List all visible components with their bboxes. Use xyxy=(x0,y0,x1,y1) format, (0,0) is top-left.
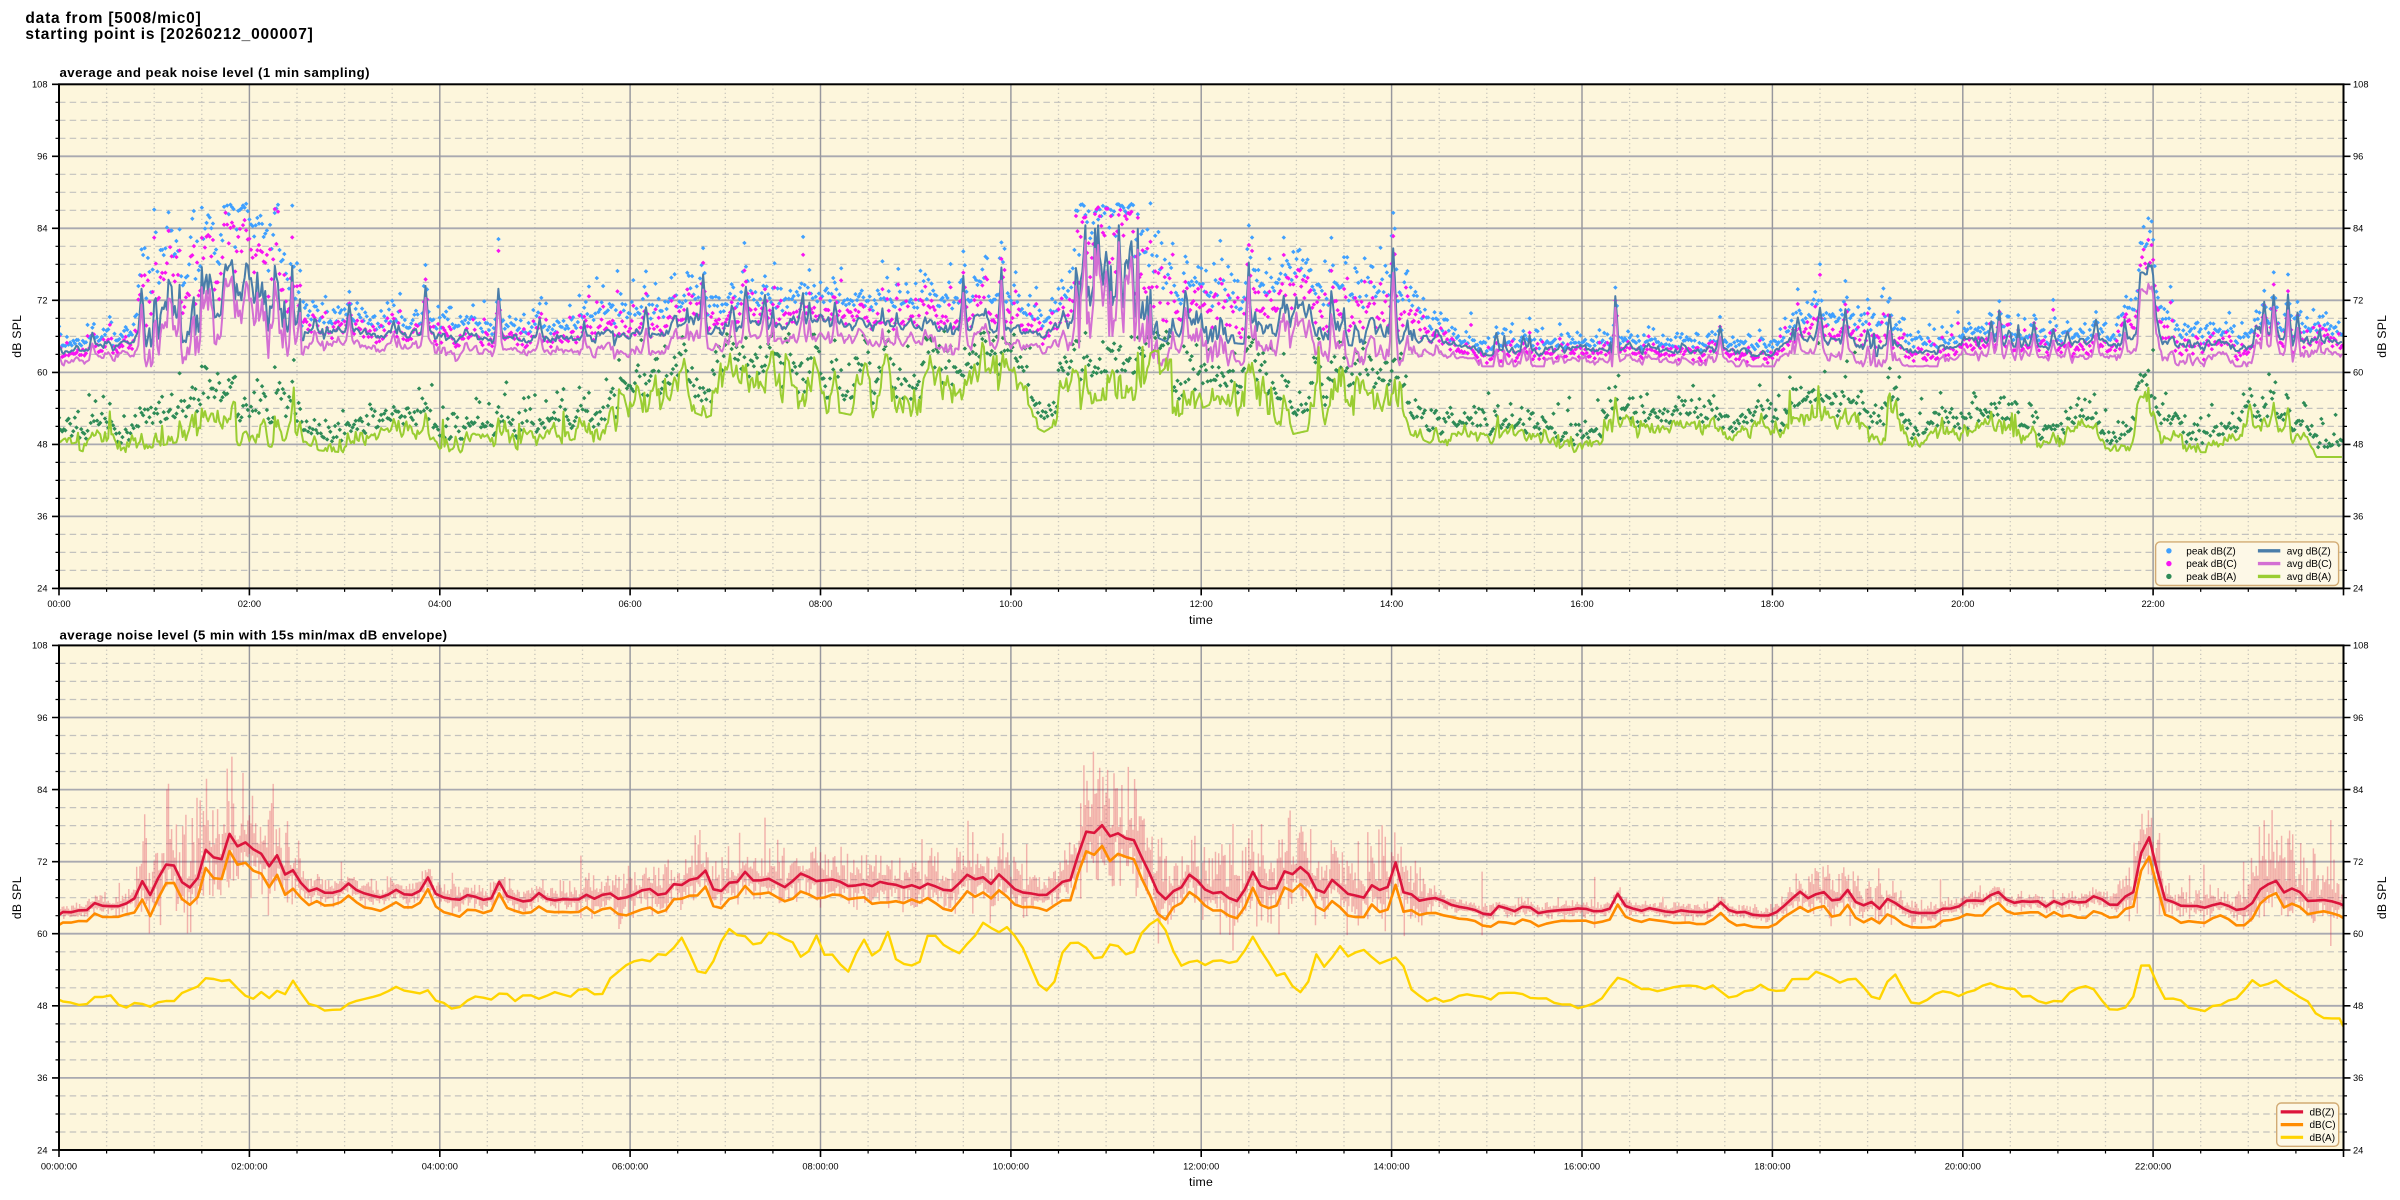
svg-text:84: 84 xyxy=(2353,785,2363,795)
svg-text:60: 60 xyxy=(2353,368,2363,378)
svg-text:96: 96 xyxy=(2353,152,2363,162)
svg-text:16:00:00: 16:00:00 xyxy=(1564,1161,1600,1171)
svg-text:72: 72 xyxy=(2353,857,2363,867)
svg-text:22:00:00: 22:00:00 xyxy=(2135,1161,2171,1171)
svg-text:starting point is [20260212_00: starting point is [20260212_000007] xyxy=(25,26,313,43)
svg-text:dB(C): dB(C) xyxy=(2310,1120,2336,1131)
svg-text:72: 72 xyxy=(37,857,47,867)
svg-text:14:00: 14:00 xyxy=(1380,599,1403,609)
svg-text:02:00: 02:00 xyxy=(238,599,261,609)
svg-text:08:00: 08:00 xyxy=(809,599,832,609)
svg-text:04:00: 04:00 xyxy=(428,599,451,609)
svg-text:108: 108 xyxy=(2353,641,2369,651)
svg-text:avg dB(C): avg dB(C) xyxy=(2287,559,2332,570)
svg-text:00:00: 00:00 xyxy=(47,599,70,609)
svg-text:24: 24 xyxy=(37,1145,47,1155)
svg-text:108: 108 xyxy=(32,641,48,651)
svg-text:data from [5008/mic0]: data from [5008/mic0] xyxy=(25,10,201,27)
svg-text:48: 48 xyxy=(2353,440,2363,450)
svg-text:average noise level (5 min wit: average noise level (5 min with 15s min/… xyxy=(60,627,448,642)
svg-text:06:00: 06:00 xyxy=(618,599,641,609)
svg-text:84: 84 xyxy=(37,224,47,234)
svg-text:dB SPL: dB SPL xyxy=(2375,876,2389,919)
svg-text:04:00:00: 04:00:00 xyxy=(422,1161,458,1171)
svg-text:48: 48 xyxy=(37,1001,47,1011)
svg-text:36: 36 xyxy=(2353,1073,2363,1083)
svg-text:16:00: 16:00 xyxy=(1570,599,1593,609)
svg-text:84: 84 xyxy=(37,785,47,795)
svg-text:72: 72 xyxy=(2353,296,2363,306)
svg-text:12:00:00: 12:00:00 xyxy=(1183,1161,1219,1171)
svg-text:peak dB(Z): peak dB(Z) xyxy=(2186,546,2235,557)
svg-text:18:00:00: 18:00:00 xyxy=(1754,1161,1790,1171)
svg-text:time: time xyxy=(1189,1175,1213,1189)
svg-text:peak dB(A): peak dB(A) xyxy=(2186,572,2236,583)
svg-text:108: 108 xyxy=(2353,80,2369,90)
svg-text:48: 48 xyxy=(2353,1001,2363,1011)
svg-text:60: 60 xyxy=(37,929,47,939)
svg-text:dB(Z): dB(Z) xyxy=(2310,1108,2335,1119)
svg-text:20:00: 20:00 xyxy=(1951,599,1974,609)
svg-text:dB SPL: dB SPL xyxy=(10,315,24,358)
svg-text:time: time xyxy=(1189,613,1213,627)
svg-text:60: 60 xyxy=(37,368,47,378)
svg-text:dB SPL: dB SPL xyxy=(2375,315,2389,358)
svg-text:10:00:00: 10:00:00 xyxy=(993,1161,1029,1171)
svg-text:60: 60 xyxy=(2353,929,2363,939)
svg-text:avg dB(Z): avg dB(Z) xyxy=(2287,546,2331,557)
svg-text:96: 96 xyxy=(37,713,47,723)
svg-text:48: 48 xyxy=(37,440,47,450)
svg-text:24: 24 xyxy=(2353,1145,2363,1155)
svg-text:peak dB(C): peak dB(C) xyxy=(2186,559,2237,570)
svg-text:02:00:00: 02:00:00 xyxy=(231,1161,267,1171)
svg-text:22:00: 22:00 xyxy=(2141,599,2164,609)
svg-text:84: 84 xyxy=(2353,224,2363,234)
svg-text:dB SPL: dB SPL xyxy=(10,876,24,919)
svg-text:96: 96 xyxy=(2353,713,2363,723)
svg-text:06:00:00: 06:00:00 xyxy=(612,1161,648,1171)
svg-text:24: 24 xyxy=(37,584,47,594)
svg-text:00:00:00: 00:00:00 xyxy=(41,1161,77,1171)
svg-text:avg dB(A): avg dB(A) xyxy=(2287,572,2331,583)
svg-text:96: 96 xyxy=(37,152,47,162)
svg-text:36: 36 xyxy=(2353,512,2363,522)
svg-text:24: 24 xyxy=(2353,584,2363,594)
svg-text:108: 108 xyxy=(32,80,48,90)
svg-text:20:00:00: 20:00:00 xyxy=(1945,1161,1981,1171)
svg-text:08:00:00: 08:00:00 xyxy=(802,1161,838,1171)
svg-text:10:00: 10:00 xyxy=(999,599,1022,609)
svg-text:average and peak noise level (: average and peak noise level (1 min samp… xyxy=(60,65,370,80)
svg-text:36: 36 xyxy=(37,512,47,522)
svg-text:dB(A): dB(A) xyxy=(2310,1133,2336,1144)
svg-text:14:00:00: 14:00:00 xyxy=(1373,1161,1409,1171)
svg-text:12:00: 12:00 xyxy=(1190,599,1213,609)
svg-text:18:00: 18:00 xyxy=(1761,599,1784,609)
svg-text:72: 72 xyxy=(37,296,47,306)
svg-text:36: 36 xyxy=(37,1073,47,1083)
